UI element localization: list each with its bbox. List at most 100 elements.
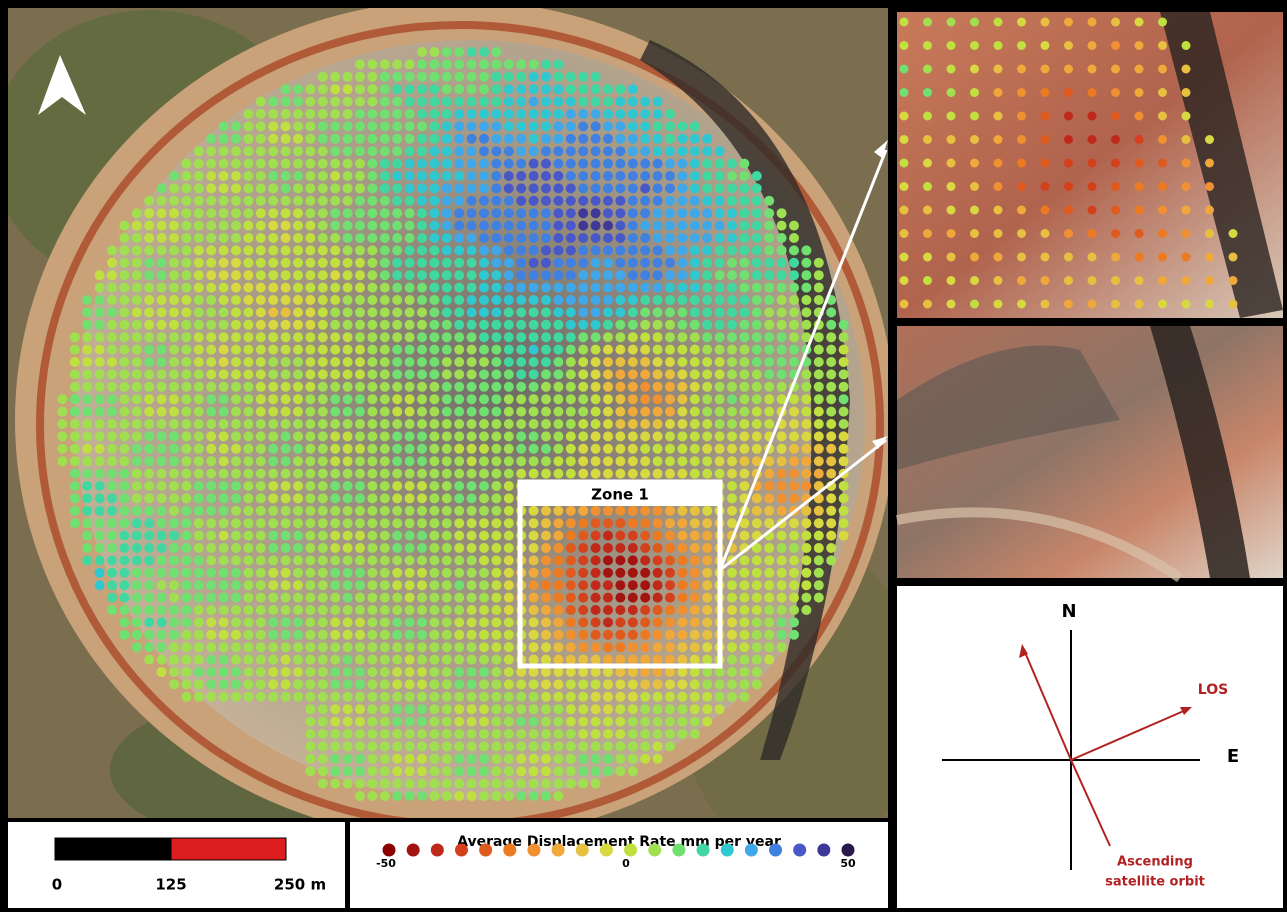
dot — [690, 655, 700, 665]
dot — [653, 134, 663, 144]
dot — [665, 692, 675, 702]
dot — [491, 593, 501, 603]
dot — [318, 332, 328, 342]
dot — [479, 407, 489, 417]
dot — [479, 791, 489, 801]
dot — [566, 146, 576, 156]
dot — [467, 531, 477, 541]
dot — [330, 307, 340, 317]
dot — [479, 159, 489, 169]
dot — [206, 667, 216, 677]
dot — [281, 394, 291, 404]
dot — [281, 655, 291, 665]
dot — [615, 655, 625, 665]
dot — [305, 431, 315, 441]
dot — [417, 146, 427, 156]
dot — [578, 171, 588, 181]
dot — [318, 580, 328, 590]
dot — [119, 407, 129, 417]
dot — [801, 270, 811, 280]
dot — [1229, 229, 1238, 238]
dot — [826, 345, 836, 355]
dot — [343, 332, 353, 342]
dot — [541, 729, 551, 739]
dot — [318, 258, 328, 268]
dot — [219, 283, 229, 293]
dot — [318, 245, 328, 255]
dot — [615, 345, 625, 355]
dot — [789, 245, 799, 255]
dot — [206, 655, 216, 665]
legend-swatch — [721, 844, 734, 857]
dot — [231, 555, 241, 565]
dot — [132, 481, 142, 491]
dot — [541, 97, 551, 107]
dot — [281, 518, 291, 528]
dot — [305, 444, 315, 454]
dot — [789, 456, 799, 466]
dot — [653, 679, 663, 689]
dot — [479, 729, 489, 739]
dot — [553, 134, 563, 144]
dot — [417, 630, 427, 640]
dot — [367, 469, 377, 479]
dot — [467, 47, 477, 57]
dot — [429, 518, 439, 528]
dot — [405, 741, 415, 751]
dot — [305, 506, 315, 516]
dot — [181, 692, 191, 702]
dot — [839, 369, 849, 379]
dot — [677, 692, 687, 702]
dot — [491, 382, 501, 392]
dot — [702, 605, 712, 615]
dot — [727, 642, 737, 652]
inset-photo — [897, 326, 1283, 578]
dot — [677, 233, 687, 243]
dot — [256, 692, 266, 702]
dot — [157, 431, 167, 441]
dot — [95, 481, 105, 491]
dot — [591, 741, 601, 751]
dot — [665, 159, 675, 169]
dot — [82, 543, 92, 553]
dot — [578, 531, 588, 541]
dot — [553, 97, 563, 107]
dot — [764, 394, 774, 404]
dot — [318, 444, 328, 454]
dot — [330, 493, 340, 503]
dot — [553, 320, 563, 330]
dot — [95, 357, 105, 367]
dot — [442, 518, 452, 528]
dot — [429, 506, 439, 516]
dot — [541, 307, 551, 317]
dot — [615, 320, 625, 330]
dot — [516, 208, 526, 218]
dot — [752, 208, 762, 218]
dot — [739, 332, 749, 342]
dot — [553, 729, 563, 739]
dot — [640, 357, 650, 367]
dot — [293, 431, 303, 441]
map-panel: Zone 1 — [0, 0, 920, 860]
dot — [665, 245, 675, 255]
dot — [529, 109, 539, 119]
dot — [157, 419, 167, 429]
dot — [157, 382, 167, 392]
dot — [591, 208, 601, 218]
dot — [504, 766, 514, 776]
dot — [578, 233, 588, 243]
dot — [1111, 88, 1120, 97]
dot — [293, 667, 303, 677]
dot — [615, 456, 625, 466]
dot — [566, 419, 576, 429]
dot — [454, 283, 464, 293]
dot — [578, 704, 588, 714]
dot — [305, 493, 315, 503]
dot — [293, 97, 303, 107]
dot — [268, 555, 278, 565]
dot — [541, 593, 551, 603]
dot — [169, 493, 179, 503]
dot — [516, 345, 526, 355]
dot — [603, 617, 613, 627]
dot — [380, 382, 390, 392]
